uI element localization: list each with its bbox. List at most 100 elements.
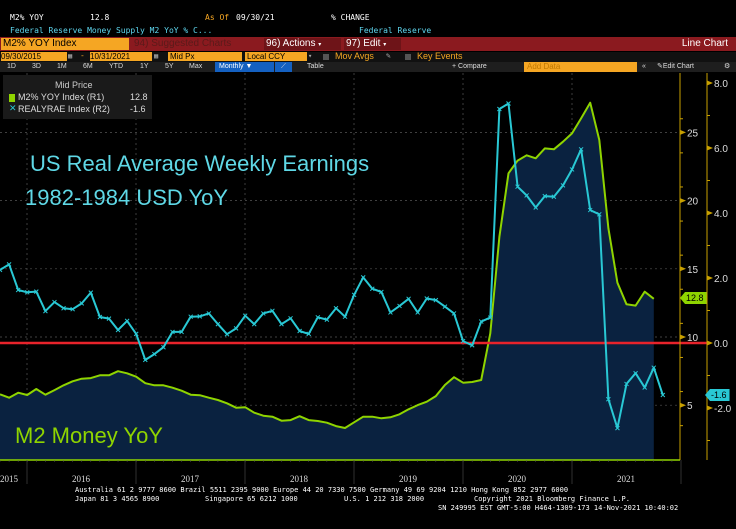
period-1y[interactable]: 1Y [140, 63, 149, 70]
add-data-input[interactable]: Add Data [524, 62, 637, 72]
r1-tick-label: 25 [687, 128, 699, 139]
suggested-charts-button[interactable]: 94) Suggested Charts [134, 38, 232, 49]
calendar-icon[interactable]: ▦ [154, 52, 159, 60]
earnings-data-point [451, 311, 457, 316]
actions-button[interactable]: 96) Actions ▾ [264, 38, 341, 50]
r1-tick-label: 10 [687, 333, 699, 344]
earnings-data-point [406, 296, 411, 302]
collapse-icon[interactable]: « [642, 63, 646, 70]
date-separator: - [80, 51, 85, 60]
earnings-data-point [460, 338, 466, 344]
period-ytd[interactable]: YTD [109, 63, 123, 70]
last-value-badge-earnings: -1.6 [705, 389, 730, 401]
earnings-data-point [606, 396, 611, 402]
r2-tick-marker [707, 340, 713, 346]
mov-avgs-checkbox[interactable] [323, 54, 329, 60]
r1-tick-label: 15 [687, 265, 699, 276]
period-bar [0, 62, 736, 72]
earnings-data-point [333, 305, 339, 311]
legend-marker-icon: ✕ [9, 103, 17, 113]
earnings-data-point [106, 316, 112, 321]
r1-tick-marker [680, 129, 686, 135]
currency-select[interactable]: Local CCY [245, 52, 307, 61]
earnings-data-point [133, 331, 139, 337]
r2-tick-label: 6.0 [714, 144, 728, 155]
earnings-data-point [506, 101, 511, 106]
key-events-checkbox[interactable] [405, 54, 411, 60]
earnings-data-point [315, 314, 321, 320]
period-5y[interactable]: 5Y [165, 63, 174, 70]
calendar-icon[interactable]: ▦ [68, 52, 73, 60]
earnings-data-point [642, 385, 648, 390]
annotation-earnings-subtitle: 1982-1984 USD YoY [25, 185, 229, 210]
earnings-data-point [560, 183, 566, 188]
source-label: Federal Reserve [359, 26, 432, 35]
earnings-data-point [188, 314, 194, 320]
unit-label: % CHANGE [331, 13, 370, 22]
pencil-icon[interactable]: ✎ [386, 51, 391, 60]
earnings-data-point [379, 289, 384, 295]
legend-value-earnings: -1.6 [130, 104, 146, 114]
edit-chart-button[interactable]: ✎Edit Chart [657, 62, 694, 72]
x-axis-tick-label: 2017 [181, 474, 200, 484]
date-range-bar [0, 52, 736, 62]
earnings-data-point [152, 351, 157, 357]
earnings-data-point [161, 344, 166, 350]
earnings-data-point [624, 381, 629, 387]
earnings-data-point [288, 315, 293, 321]
security-input[interactable]: M2% YOY Index [1, 38, 129, 50]
earnings-data-point [469, 342, 475, 348]
period-1m[interactable]: 1M [57, 63, 67, 70]
end-date-input[interactable]: 10/31/2021 [90, 52, 152, 61]
r2-tick-marker [707, 210, 713, 216]
earnings-data-point [224, 331, 230, 337]
frequency-select[interactable]: Monthly ▼ [215, 62, 274, 72]
earnings-data-point [0, 267, 3, 273]
annotation-m2: M2 Money YoY [15, 423, 163, 448]
legend-swatch-m2 [9, 94, 15, 102]
earnings-data-point [260, 311, 266, 316]
earnings-data-point [433, 297, 439, 303]
period-6m[interactable]: 6M [83, 63, 93, 70]
period-3d[interactable]: 3D [32, 63, 41, 70]
earnings-data-point [15, 287, 21, 293]
earnings-data-point [615, 425, 620, 431]
earnings-data-point [242, 313, 248, 319]
annotation-earnings-title: US Real Average Weekly Earnings [30, 151, 370, 176]
period-max[interactable]: Max [189, 63, 203, 70]
key-events-label: Key Events [417, 51, 463, 61]
x-axis-tick-label: 2015 [0, 474, 19, 484]
x-axis-tick-label: 2018 [290, 474, 309, 484]
earnings-data-point [97, 314, 103, 320]
line-chart-icon[interactable]: ⟋ [275, 62, 292, 72]
table-button[interactable]: Table [307, 63, 324, 70]
r1-tick-marker [680, 334, 686, 340]
legend: Mid Price M2% YOY Index (R1) 12.8 ✕ REAL… [3, 75, 152, 119]
r2-tick-label: 2.0 [714, 274, 728, 285]
as-of-date: 09/30/21 [236, 13, 275, 22]
chart-type-label[interactable]: Line Chart [681, 38, 728, 49]
earnings-data-point [497, 106, 502, 112]
price-field-select[interactable]: Mid Px [168, 52, 242, 61]
earnings-data-point [270, 308, 275, 314]
compare-button[interactable]: + Compare [452, 63, 487, 70]
edit-label: 97) Edit [346, 38, 381, 49]
edit-button[interactable]: 97) Edit ▾ [344, 38, 401, 50]
footer-japan: Japan 81 3 4565 8900 [75, 495, 160, 503]
earnings-data-point [551, 194, 557, 200]
r2-tick-marker [707, 405, 713, 411]
earnings-data-point [170, 329, 175, 335]
earnings-data-point [279, 321, 284, 327]
earnings-data-point [61, 305, 66, 311]
footer-us: U.S. 1 212 318 2000 [344, 495, 425, 503]
start-date-input[interactable]: 09/30/2015 [1, 52, 67, 61]
r2-tick-label: -2.0 [714, 404, 732, 415]
chevron-down-icon: ▾ [383, 42, 387, 48]
chevron-down-icon[interactable]: ▾ [308, 52, 313, 60]
period-1d[interactable]: 1D [7, 63, 16, 70]
footer-session: SN 249995 EST GMT-5:00 H464-1309-173 14-… [438, 504, 679, 512]
earnings-data-point [197, 313, 203, 319]
earnings-data-point [524, 193, 529, 198]
earnings-data-point [388, 310, 393, 315]
gear-icon[interactable]: ⚙ [724, 63, 731, 70]
